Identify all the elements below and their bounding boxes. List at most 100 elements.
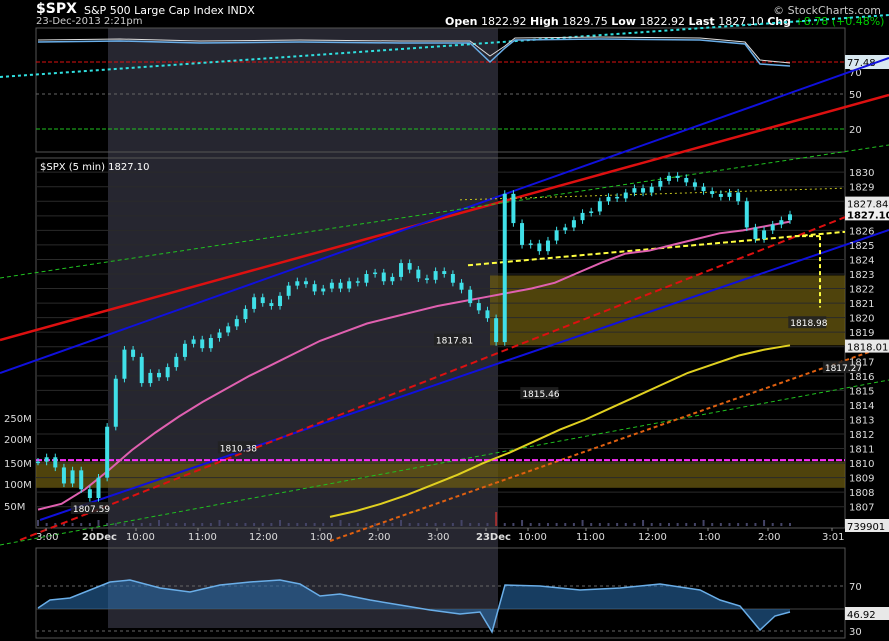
volume-bar	[486, 523, 489, 526]
lower-indicator-line	[37, 579, 791, 634]
x-tick-label: 10:00	[518, 532, 547, 543]
annotation-bg	[217, 441, 256, 454]
volume-bar	[495, 512, 498, 526]
candle-body	[744, 201, 749, 228]
candle-body	[658, 180, 663, 187]
security-name: S&P 500 Large Cap Index INDX	[84, 4, 255, 17]
volume-bar	[365, 523, 368, 526]
y-tick-label: 1829	[849, 183, 874, 194]
price-annotation: 1807.59	[73, 505, 110, 515]
y-tick-label: 1821	[849, 299, 874, 310]
yellow-zone-lower	[36, 461, 845, 488]
candle-body	[260, 297, 265, 304]
volume-bar	[771, 523, 774, 526]
volume-tick: 100M	[4, 480, 32, 491]
candle-body	[424, 278, 429, 280]
red-dash-trend	[19, 199, 889, 541]
y-tick-label: 1812	[849, 430, 874, 441]
volume-bar	[521, 520, 524, 526]
volume-bar	[37, 520, 39, 526]
price-series	[36, 172, 792, 502]
volume-bar	[88, 523, 91, 526]
volume-bar	[443, 523, 446, 526]
price-annotation: 1815.46	[522, 390, 559, 400]
last-label: Last	[688, 15, 715, 28]
volume-bar	[598, 523, 601, 526]
volume-bar	[711, 523, 714, 526]
volume-bar	[693, 523, 696, 526]
high-label: High	[530, 15, 559, 28]
x-tick-label: 3:00	[36, 532, 58, 543]
volume-bar	[607, 523, 610, 526]
volume-bar	[71, 523, 74, 526]
volume-badge: 739901	[847, 522, 885, 533]
candle-body	[217, 332, 222, 338]
x-tick-label: 2:00	[758, 532, 780, 543]
candle-body	[96, 477, 101, 498]
last-value: 1827.10	[718, 15, 764, 28]
volume-bar	[287, 523, 290, 526]
candle-body	[606, 196, 611, 202]
volume-bar	[201, 523, 204, 526]
volume-bar	[512, 523, 515, 526]
volume-bar	[218, 520, 221, 526]
candle-body	[511, 193, 516, 224]
candle-body	[485, 310, 490, 319]
volume-bar	[616, 523, 619, 526]
y-tick-label: 1808	[849, 488, 874, 499]
volume-bar	[685, 523, 688, 526]
volume-bar	[564, 523, 567, 526]
candle-body	[122, 349, 127, 379]
x-tick-label: 1:00	[698, 532, 720, 543]
upper-tick: 70	[849, 68, 862, 79]
y-tick-label: 1811	[849, 445, 874, 456]
volume-bar	[590, 523, 593, 526]
candle-body	[450, 274, 455, 283]
volume-bar	[642, 520, 645, 526]
y-tick-label: 1807	[849, 503, 874, 514]
volume-bar	[659, 523, 662, 526]
upper-tick: 50	[849, 90, 862, 101]
candle-body	[399, 263, 404, 277]
y-tick-label: 1810	[849, 459, 874, 470]
candle-body	[779, 220, 784, 225]
volume-bar	[676, 523, 679, 526]
candle-body	[303, 281, 308, 285]
x-tick-label: 3:00	[427, 532, 449, 543]
panel-frame	[35, 547, 846, 639]
x-tick-label: 12:00	[638, 532, 667, 543]
candle-body	[727, 192, 732, 197]
volume-bar	[737, 523, 740, 526]
y-tick-label: 1819	[849, 328, 874, 339]
candle-body	[710, 191, 715, 194]
candle-body	[373, 272, 378, 275]
y-tick-label: 1830	[849, 168, 874, 179]
candle-body	[623, 192, 628, 199]
candle-body	[692, 182, 697, 187]
volume-bar	[719, 523, 722, 526]
y-tick-label: 1814	[849, 401, 874, 412]
annotation-bg	[822, 360, 861, 373]
x-tick-label: 1:00	[310, 532, 332, 543]
candle-body	[641, 188, 646, 193]
y-tick-label: 1822	[849, 285, 874, 296]
candle-body	[666, 175, 671, 181]
volume-bar	[469, 523, 472, 526]
candle-body	[61, 467, 66, 484]
candle-body	[476, 303, 481, 311]
volume-bar	[296, 523, 299, 526]
volume-bar	[538, 523, 541, 526]
red-trend-upper	[0, 93, 889, 342]
price-annotation: 1810.38	[220, 444, 257, 454]
chg-value: +8.78 (+0.48%)	[794, 15, 885, 28]
volume-bar	[244, 523, 247, 526]
yellow-ma	[329, 344, 791, 518]
candle-body	[537, 243, 542, 252]
candle-body	[632, 188, 637, 193]
volume-bar	[149, 523, 152, 526]
candle-body	[736, 192, 741, 202]
volume-bar	[425, 523, 428, 526]
candle-body	[208, 338, 213, 349]
volume-bar	[62, 523, 65, 526]
